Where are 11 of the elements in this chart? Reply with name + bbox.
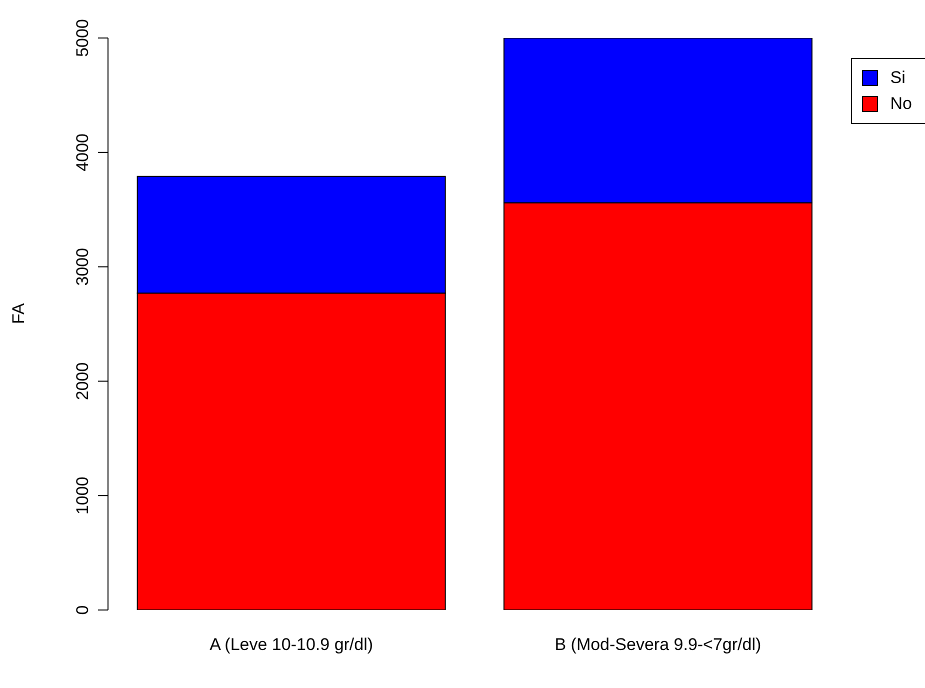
y-tick-label: 3000 [73, 248, 92, 286]
x-tick-label: B (Mod-Severa 9.9-<7gr/dl) [554, 635, 762, 654]
legend-label: No [890, 93, 912, 115]
y-tick-label: 1000 [73, 476, 92, 515]
y-tick-label: 4000 [73, 133, 92, 172]
y-axis-title: FA [9, 302, 28, 324]
y-tick-label: 5000 [73, 19, 92, 57]
legend-label: Si [890, 67, 906, 89]
x-tick-label: A (Leve 10-10.9 gr/dl) [210, 635, 374, 654]
y-tick-label: 0 [73, 605, 92, 615]
y-tick-label: 2000 [73, 362, 92, 400]
